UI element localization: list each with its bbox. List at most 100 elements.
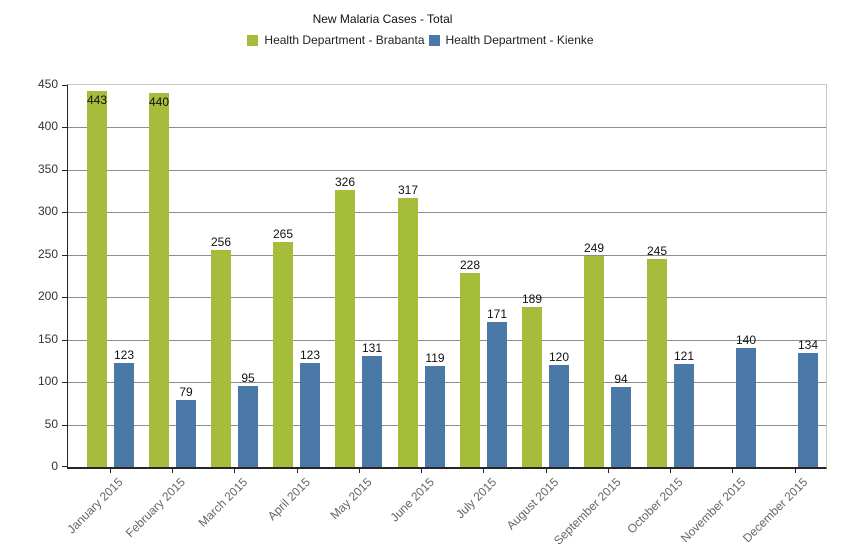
bar-brabanta-march-2015 — [211, 250, 231, 467]
legend-label-brabanta: Health Department - Brabanta — [264, 33, 425, 47]
gridline-200 — [68, 297, 826, 298]
x-axis-tick-september-2015 — [608, 467, 609, 473]
y-axis-label-300: 300 — [37, 204, 58, 218]
bar-kienke-june-2015 — [425, 366, 445, 467]
gridline-50 — [68, 425, 826, 426]
x-axis-tick-november-2015 — [732, 467, 733, 473]
bar-value-kienke-october-2015: 121 — [673, 349, 695, 363]
y-axis-label-400: 400 — [37, 119, 58, 133]
bar-value-kienke-november-2015: 140 — [735, 333, 757, 347]
y-axis-label-200: 200 — [37, 289, 58, 303]
y-axis-tick-200 — [62, 297, 68, 298]
gridline-300 — [68, 212, 826, 213]
bar-value-brabanta-october-2015: 245 — [646, 244, 668, 258]
gridline-250 — [68, 255, 826, 256]
bar-value-kienke-june-2015: 119 — [425, 351, 445, 365]
bar-kienke-february-2015 — [176, 400, 196, 467]
bar-kienke-november-2015 — [736, 348, 756, 467]
x-axis-tick-march-2015 — [234, 467, 235, 473]
gridline-350 — [68, 170, 826, 171]
chart-title: New Malaria Cases - Total — [312, 12, 453, 26]
bar-value-brabanta-july-2015: 228 — [459, 258, 481, 272]
y-axis-label-450: 450 — [37, 77, 58, 91]
bar-value-brabanta-march-2015: 256 — [210, 235, 232, 249]
x-axis-label-december-2015: December 2015 — [740, 475, 811, 546]
x-axis-tick-august-2015 — [546, 467, 547, 473]
x-axis-label-july-2015: July 2015 — [453, 475, 500, 522]
bar-value-kienke-december-2015: 134 — [797, 338, 819, 352]
bar-kienke-january-2015 — [114, 363, 134, 467]
bar-kienke-october-2015 — [674, 364, 694, 467]
x-axis-tick-october-2015 — [670, 467, 671, 473]
bar-value-kienke-august-2015: 120 — [548, 350, 570, 364]
bar-kienke-september-2015 — [611, 387, 631, 467]
gridline-100 — [68, 382, 826, 383]
bar-value-brabanta-january-2015: 443 — [86, 93, 108, 107]
y-axis-tick-250 — [62, 255, 68, 256]
x-axis-label-august-2015: August 2015 — [503, 475, 562, 533]
bar-value-brabanta-june-2015: 317 — [397, 183, 419, 197]
x-axis-label-october-2015: October 2015 — [624, 475, 686, 537]
x-axis-label-june-2015: June 2015 — [387, 475, 438, 525]
bar-kienke-march-2015 — [238, 386, 258, 467]
bar-brabanta-october-2015 — [647, 259, 667, 467]
y-axis-label-50: 50 — [44, 417, 58, 431]
y-axis-label-0: 0 — [51, 459, 58, 473]
x-axis-label-november-2015: November 2015 — [677, 475, 749, 546]
bar-kienke-december-2015 — [798, 353, 818, 467]
y-axis-label-350: 350 — [37, 162, 58, 176]
x-axis-tick-july-2015 — [483, 467, 484, 473]
bar-value-kienke-july-2015: 171 — [486, 307, 508, 321]
x-axis-tick-june-2015 — [421, 467, 422, 473]
bar-brabanta-june-2015 — [398, 198, 418, 467]
y-axis-tick-450 — [62, 85, 68, 86]
bar-brabanta-september-2015 — [584, 256, 604, 467]
x-axis-label-september-2015: September 2015 — [551, 475, 624, 548]
bar-value-kienke-march-2015: 95 — [241, 371, 255, 385]
y-axis-label-250: 250 — [37, 247, 58, 261]
y-axis-tick-150 — [62, 340, 68, 341]
x-axis-tick-april-2015 — [297, 467, 298, 473]
y-axis-tick-100 — [62, 382, 68, 383]
legend: Health Department - Brabanta Health Depa… — [0, 33, 841, 47]
bar-value-brabanta-september-2015: 249 — [583, 241, 605, 255]
bar-value-brabanta-february-2015: 440 — [148, 95, 170, 109]
bar-kienke-may-2015 — [362, 356, 382, 467]
plot-area: 0 50 100 150 200 250 300 350 400 450 January 2015 4… — [38, 77, 827, 548]
bar-value-kienke-september-2015: 94 — [614, 372, 628, 386]
y-axis-tick-400 — [62, 127, 68, 128]
bar-brabanta-january-2015 — [87, 91, 107, 467]
x-axis-tick-may-2015 — [359, 467, 360, 473]
bar-value-kienke-april-2015: 123 — [299, 348, 321, 362]
bar-value-brabanta-april-2015: 265 — [272, 227, 294, 241]
bar-value-kienke-january-2015: 123 — [113, 348, 135, 362]
y-axis-label-150: 150 — [37, 332, 58, 346]
legend-item-brabanta: Health Department - Brabanta — [247, 33, 425, 47]
y-axis-tick-0 — [62, 466, 68, 467]
x-axis-label-february-2015: February 2015 — [123, 475, 189, 541]
bar-value-brabanta-may-2015: 326 — [334, 175, 356, 189]
bar-brabanta-february-2015 — [149, 93, 169, 467]
bar-value-brabanta-august-2015: 189 — [521, 292, 543, 306]
x-axis-tick-december-2015 — [795, 467, 796, 473]
bar-kienke-july-2015 — [487, 322, 507, 467]
bar-brabanta-april-2015 — [273, 242, 293, 467]
legend-label-kienke: Health Department - Kienke — [445, 33, 594, 47]
y-axis-tick-50 — [62, 425, 68, 426]
legend-swatch-kienke-icon — [428, 34, 440, 46]
bar-brabanta-july-2015 — [460, 273, 480, 467]
y-axis-label-100: 100 — [37, 374, 58, 388]
bar-value-kienke-may-2015: 131 — [361, 341, 383, 355]
x-axis-label-april-2015: April 2015 — [264, 475, 313, 524]
y-axis-tick-300 — [62, 212, 68, 213]
x-axis-label-march-2015: March 2015 — [195, 475, 251, 530]
x-axis-label-may-2015: May 2015 — [327, 475, 375, 523]
bar-brabanta-may-2015 — [335, 190, 355, 467]
y-axis-tick-350 — [62, 170, 68, 171]
bar-brabanta-august-2015 — [522, 307, 542, 467]
x-axis-label-january-2015: January 2015 — [64, 475, 126, 537]
legend-item-kienke: Health Department - Kienke — [428, 33, 594, 47]
bar-kienke-april-2015 — [300, 363, 320, 467]
gridline-400 — [68, 127, 826, 128]
